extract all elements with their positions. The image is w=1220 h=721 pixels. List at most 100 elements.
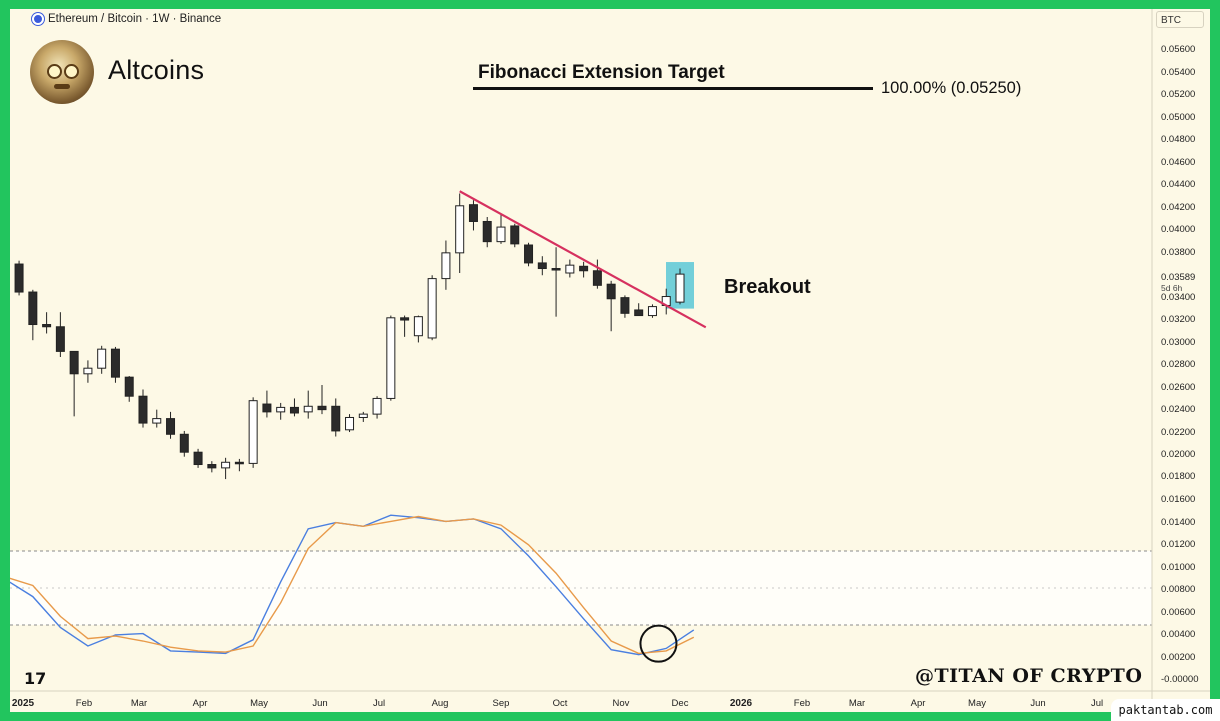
candle-body xyxy=(55,326,65,352)
chart-canvas[interactable]: 0.05600 0.05400 0.05200 0.05000 0.04800 0.046… xyxy=(10,9,1210,712)
price-axis-tick: 0.04200 xyxy=(1161,202,1195,213)
candle-body xyxy=(524,244,534,264)
candle-body xyxy=(427,278,437,339)
candle-body xyxy=(276,406,286,413)
candle-body xyxy=(441,252,451,280)
symbol-title: Ethereum / Bitcoin · 1W · Binance xyxy=(48,13,222,25)
candle-body xyxy=(647,306,657,317)
fib-extension-value: 100.00% (0.05250) xyxy=(881,79,1022,97)
candle-body xyxy=(303,405,313,413)
candle-body xyxy=(207,464,217,469)
candle-body xyxy=(413,316,423,337)
price-axis-tick: 0.03000 xyxy=(1161,337,1195,348)
time-axis-label: Jul xyxy=(1091,698,1103,709)
candle-body xyxy=(166,418,176,435)
price-axis-tick: 0.01800 xyxy=(1161,471,1195,482)
candle-body xyxy=(675,273,685,303)
price-axis-tick: 0.00600 xyxy=(1161,607,1195,618)
price-axis-tick: 0.04400 xyxy=(1161,179,1195,190)
candle-body xyxy=(152,418,162,424)
candle-body xyxy=(289,406,299,414)
candle-body xyxy=(138,395,148,424)
price-axis-tick: 0.05000 xyxy=(1161,112,1195,123)
time-axis-label: Jun xyxy=(1030,698,1045,709)
oscillator-line-d xyxy=(10,515,695,655)
tradingview-logo[interactable]: 17 xyxy=(24,669,47,688)
time-axis-label: May xyxy=(250,698,268,709)
candle-body xyxy=(317,405,327,411)
symbol-status-icon xyxy=(32,13,44,25)
price-axis-tick: 0.03200 xyxy=(1161,314,1195,325)
chart-frame: 0.05600 0.05400 0.05200 0.05000 0.04800 0.046… xyxy=(10,9,1210,712)
price-axis-countdown: 5d 6h xyxy=(1161,283,1183,293)
time-axis-label: Jun xyxy=(312,698,327,709)
price-axis-tick: 0.00400 xyxy=(1161,629,1195,640)
fib-extension-line[interactable] xyxy=(473,87,873,90)
candle-body xyxy=(345,416,355,431)
time-axis-label: May xyxy=(968,698,986,709)
time-axis-label: 2025 xyxy=(12,698,35,709)
candle-body xyxy=(496,226,506,243)
price-axis-tick: 0.03800 xyxy=(1161,247,1195,258)
candle-body xyxy=(551,268,561,271)
candle-body xyxy=(248,400,258,464)
price-axis-tick: 0.02200 xyxy=(1161,427,1195,438)
price-axis-tick: 0.02400 xyxy=(1161,404,1195,415)
price-axis-tick: 0.02800 xyxy=(1161,359,1195,370)
oscillator-highlight-circle xyxy=(639,624,678,663)
candle-body xyxy=(620,297,630,314)
price-axis-tick: 0.00800 xyxy=(1161,584,1195,595)
candle-body xyxy=(83,367,93,375)
candle-body xyxy=(634,309,644,317)
candle-body xyxy=(579,265,589,272)
candle-body xyxy=(42,324,52,328)
time-axis-label: Mar xyxy=(131,698,147,709)
symbol-header[interactable]: Ethereum / Bitcoin · 1W · Binance xyxy=(32,13,221,25)
candle-body xyxy=(592,270,602,286)
time-axis-label: Jul xyxy=(373,698,385,709)
candle-body xyxy=(331,405,341,432)
price-axis-tick: 0.01600 xyxy=(1161,494,1195,505)
time-axis-label: Feb xyxy=(76,698,92,709)
candle-body xyxy=(234,461,244,465)
watermark-text: @TITAN OF CRYPTO xyxy=(915,665,1143,687)
candle-body xyxy=(69,350,79,375)
price-axis-last-price: 0.03589 xyxy=(1161,272,1195,283)
price-axis-tick: 0.05200 xyxy=(1161,89,1195,100)
price-axis-tick: 0.02600 xyxy=(1161,382,1195,393)
candle-body xyxy=(510,225,520,245)
candle-body xyxy=(482,220,492,243)
time-axis-label: Mar xyxy=(849,698,865,709)
price-axis-tick: 0.03400 xyxy=(1161,292,1195,303)
candle-body xyxy=(110,348,120,378)
candle-body xyxy=(97,348,107,369)
price-axis-tick: 0.04600 xyxy=(1161,157,1195,168)
candle-body xyxy=(400,317,410,321)
price-axis-tick: 0.01200 xyxy=(1161,539,1195,550)
candle-body xyxy=(124,376,134,397)
resistance-trendline xyxy=(459,190,707,329)
time-axis-label: 2026 xyxy=(730,698,753,709)
time-axis-label: Dec xyxy=(672,698,689,709)
candle-body xyxy=(565,264,575,274)
candle-body xyxy=(372,397,382,415)
candle-body xyxy=(221,461,231,469)
time-axis-label: Feb xyxy=(794,698,810,709)
candle-body xyxy=(386,317,396,399)
candle-body xyxy=(179,433,189,453)
price-axis-tick: 0.04000 xyxy=(1161,224,1195,235)
price-axis-tick: 0.02000 xyxy=(1161,449,1195,460)
candle-body xyxy=(537,262,547,270)
breakout-label: Breakout xyxy=(724,276,811,298)
currency-selector[interactable]: BTC xyxy=(1156,11,1204,28)
candle-body xyxy=(606,283,616,300)
time-axis-label: Sep xyxy=(493,698,510,709)
candle-body xyxy=(28,291,38,326)
candle-body xyxy=(455,205,465,254)
site-watermark: paktantab.com xyxy=(1111,699,1220,721)
candle-body xyxy=(262,403,272,413)
price-axis-tick: 0.04800 xyxy=(1161,134,1195,145)
candle-body xyxy=(193,451,203,466)
time-axis-label: Apr xyxy=(911,698,926,709)
price-axis-tick: -0.00000 xyxy=(1161,674,1199,685)
